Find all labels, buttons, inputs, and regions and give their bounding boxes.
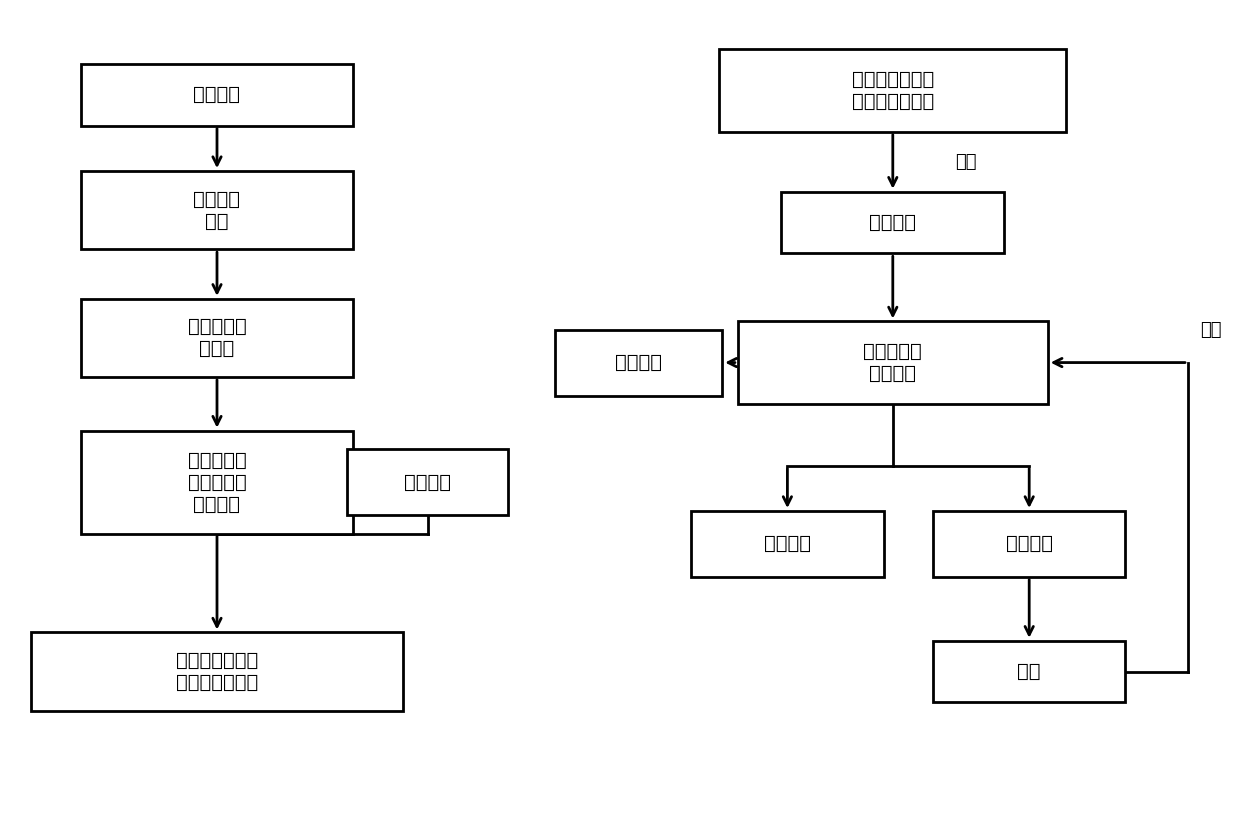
Text: 代入: 代入 [1200, 321, 1221, 339]
Text: 代入: 代入 [955, 152, 976, 171]
Bar [81, 431, 353, 534]
Bar [692, 511, 883, 577]
Text: 满足波动方程与
边界条件的通解: 满足波动方程与 边界条件的通解 [852, 70, 934, 111]
Bar [781, 192, 1004, 254]
Text: 边界条件: 边界条件 [869, 213, 916, 232]
Bar [932, 511, 1126, 577]
Bar [719, 49, 1066, 132]
Text: 波动方程: 波动方程 [193, 85, 241, 105]
Text: 计算系数矩
阵特征值: 计算系数矩 阵特征值 [863, 342, 923, 383]
Bar [31, 633, 403, 710]
Bar [81, 64, 353, 126]
Text: 波速: 波速 [1018, 662, 1040, 681]
Text: 克里斯托弗
尔方程: 克里斯托弗 尔方程 [187, 317, 247, 358]
Bar [347, 449, 508, 515]
Text: 波速方程: 波速方程 [1006, 534, 1053, 554]
Bar [932, 641, 1126, 702]
Text: 计算系数矩
阵特征值和
特征向量: 计算系数矩 阵特征值和 特征向量 [187, 451, 247, 513]
Text: 位移方程: 位移方程 [615, 353, 662, 372]
Text: 满足波动方程与
边界条件的通解: 满足波动方程与 边界条件的通解 [176, 651, 258, 692]
Text: 波动方程
通解: 波动方程 通解 [193, 190, 241, 231]
Bar [556, 330, 722, 396]
Bar [81, 171, 353, 250]
Bar [81, 299, 353, 377]
Bar [738, 321, 1048, 404]
Text: 色散曲线: 色散曲线 [764, 534, 811, 554]
Text: 边界条件: 边界条件 [404, 472, 451, 492]
